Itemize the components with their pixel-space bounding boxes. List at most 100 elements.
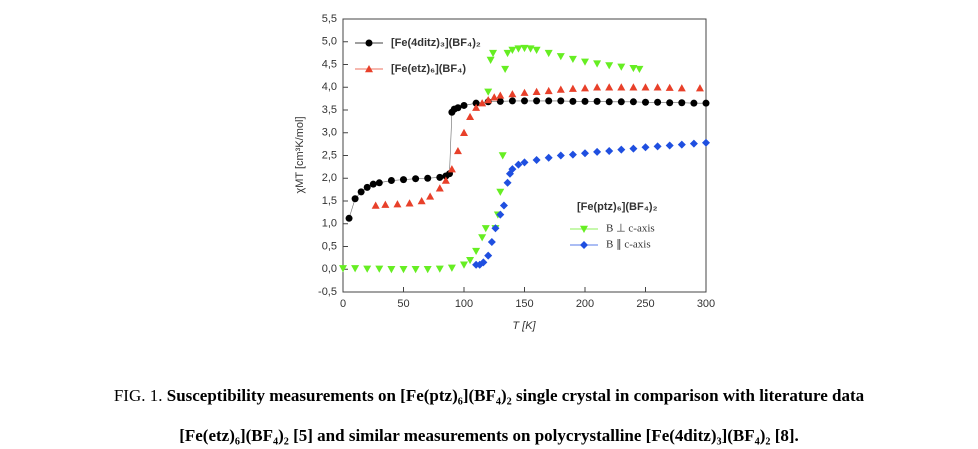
y-tick-label: 3,0 [322,127,337,139]
data-point [466,112,475,121]
legend-marker [365,65,373,73]
data-point [605,146,614,155]
data-point [569,97,577,105]
data-point [556,151,565,160]
data-point [417,197,426,205]
data-point [702,138,710,147]
data-point [629,64,638,73]
data-point [479,258,488,267]
data-point [593,147,602,156]
data-point [387,177,395,185]
data-point [568,150,577,159]
data-point [654,98,662,106]
data-point [532,87,541,95]
data-point [514,160,523,169]
legend-label: [Fe(etz)₆](BF₄) [391,63,466,75]
data-point [503,178,512,187]
data-point [678,99,686,107]
y-tick-label: 5,5 [322,13,337,25]
legend-label: B ∥ c-axis [606,239,651,251]
data-point [405,199,414,207]
data-point [593,60,602,68]
data-point [629,98,637,106]
data-point [514,45,523,53]
data-point [447,165,456,173]
y-tick-label: 4,0 [322,81,337,93]
x-tick-label: 300 [697,298,715,310]
data-point [526,45,535,53]
data-point [345,214,353,222]
data-point [496,188,505,196]
data-point [489,49,498,58]
data-point [454,104,462,112]
data-point [695,84,704,92]
data-point [629,83,638,91]
data-point [557,97,565,105]
legend-marker [365,39,373,47]
data-point [472,99,480,107]
data-point [339,265,347,273]
data-point [453,146,462,155]
data-point [508,165,517,174]
data-point [472,247,481,256]
data-point [411,266,420,274]
data-point [435,265,444,273]
data-point [665,141,674,150]
data-point [503,49,512,58]
data-point [447,264,456,272]
data-point [508,90,517,98]
data-point [581,97,589,105]
data-point [617,83,626,91]
y-axis-label: χMT [cm³K/mol] [294,116,306,193]
x-tick-label: 0 [340,298,346,310]
data-point [491,224,500,233]
data-point [478,99,487,107]
data-point [496,210,505,219]
data-point [641,83,650,91]
data-point [496,97,504,105]
data-point [499,201,508,210]
data-point [568,84,577,92]
y-tick-label: 1,5 [322,195,337,207]
data-point [466,256,475,265]
data-point [532,156,541,165]
data-point [593,97,601,105]
data-point [375,179,383,187]
legend-label: [Fe(4ditz)₃](BF₄)₂ [391,37,481,49]
data-point [478,234,487,242]
legend-marker [580,241,588,249]
data-point [400,176,407,184]
data-point [665,83,674,91]
data-point [653,142,662,151]
legend-label: B ⊥ c-axis [606,223,655,235]
data-point [357,188,365,196]
data-point [351,195,359,203]
x-axis-label: T [K] [512,320,536,332]
y-tick-label: 0,5 [322,240,337,252]
data-point [460,128,468,136]
data-point [605,98,613,106]
y-tick-label: 2,5 [322,149,337,161]
data-point [635,65,644,74]
data-point [426,192,435,200]
y-tick-label: 1,0 [322,218,337,230]
data-point [508,97,516,105]
data-point [363,265,372,273]
y-tick-label: 0,0 [322,263,337,275]
data-point [641,143,650,152]
y-tick-label: -0,5 [318,286,337,298]
x-tick-label: 100 [455,298,473,310]
data-point [690,99,698,107]
data-point [544,153,553,162]
data-point [581,149,589,158]
x-tick-label: 250 [636,298,654,310]
data-point [490,93,499,101]
data-point [498,152,507,160]
data-point [501,65,510,74]
x-tick-label: 150 [515,298,533,310]
data-point [351,265,360,273]
data-point [486,56,495,64]
caption-line: FIG. 1. Susceptibility measurements on [… [0,386,978,406]
data-point [472,103,481,111]
